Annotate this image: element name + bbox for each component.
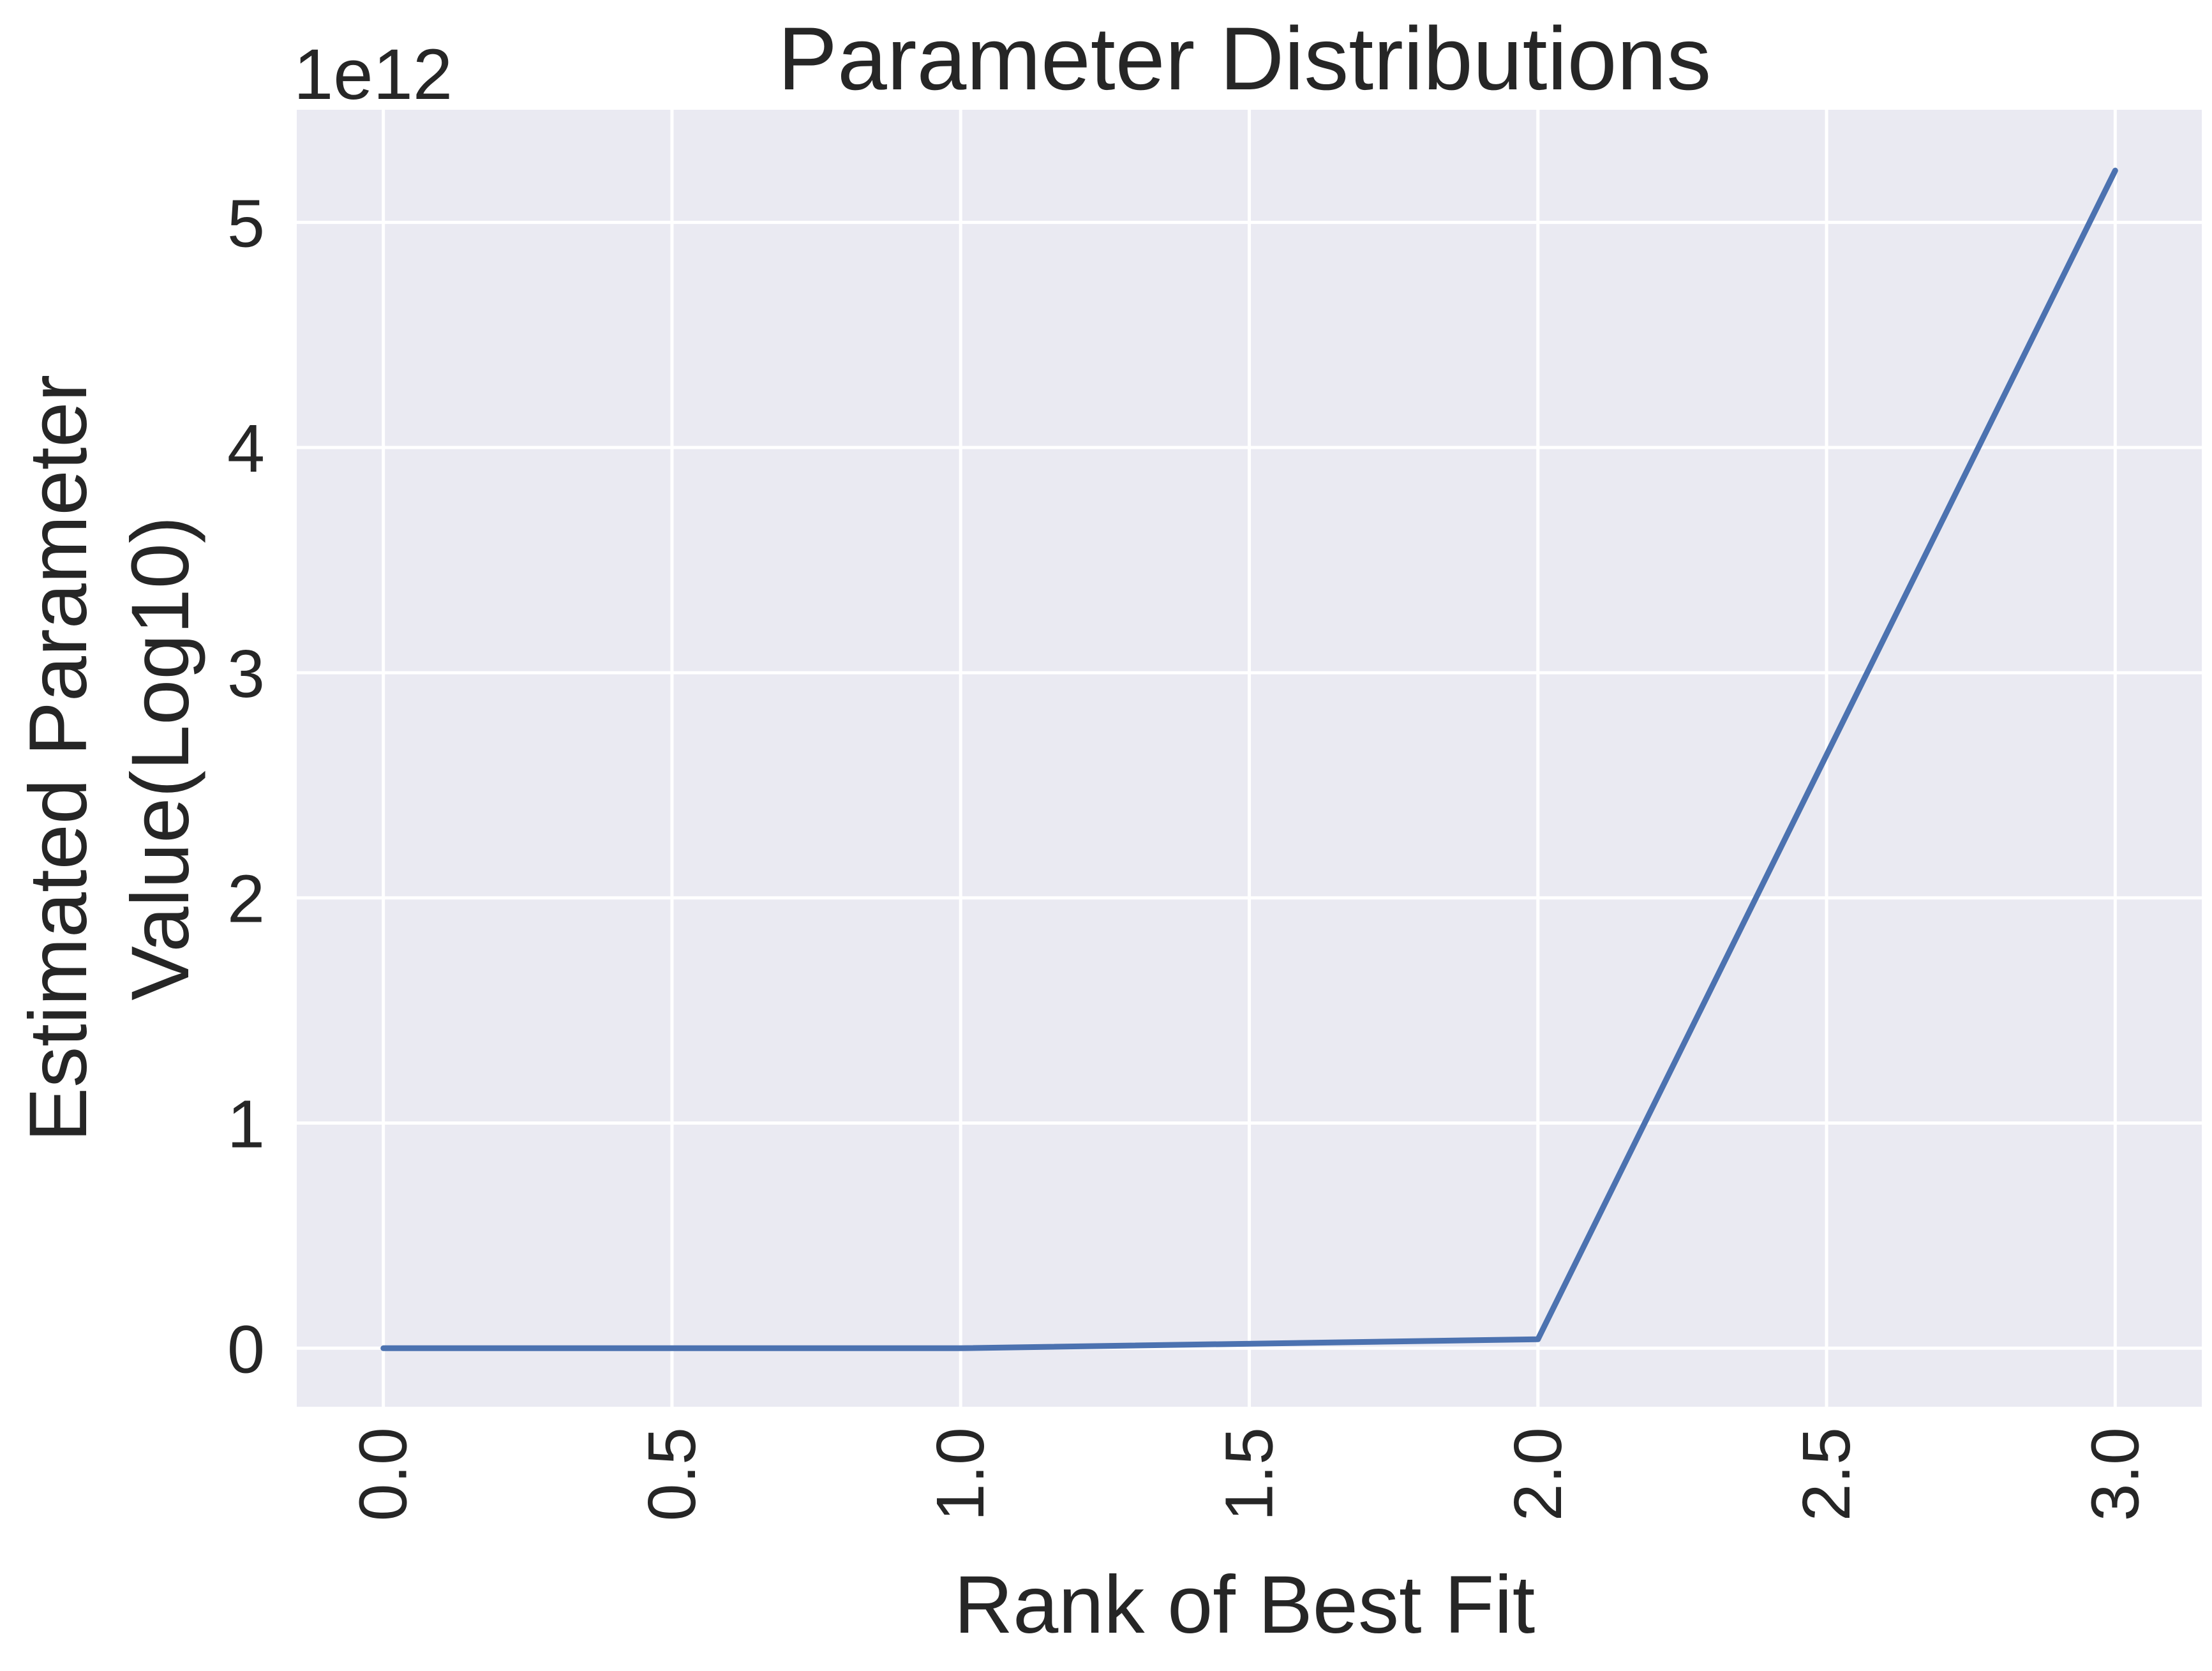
x-tick-label: 1.0 xyxy=(923,1427,998,1521)
x-tick-label: 3.0 xyxy=(2077,1427,2153,1521)
x-tick-label: 2.5 xyxy=(1789,1427,1864,1521)
y-axis-label-line-2: Value(Log10) xyxy=(115,516,206,1000)
x-tick-label: 2.0 xyxy=(1500,1427,1576,1521)
y-tick-label: 1 xyxy=(227,1087,265,1162)
chart-title: Parameter Distributions xyxy=(778,8,1712,109)
x-tick-label: 1.5 xyxy=(1212,1427,1287,1521)
series-layer xyxy=(380,167,2118,1351)
series-line xyxy=(380,167,2118,1351)
y-tick-label: 0 xyxy=(227,1312,265,1387)
y-tick-label: 3 xyxy=(227,636,265,712)
x-tick-labels: 0.0 0.5 1.0 1.5 2.0 2.5 3.0 xyxy=(346,1427,2153,1521)
y-tick-label: 5 xyxy=(227,186,265,261)
y-tick-label: 4 xyxy=(227,411,265,486)
y-tick-label: 2 xyxy=(227,862,265,937)
y-axis-offset-label: 1e12 xyxy=(294,34,452,114)
y-tick-labels: 0 1 2 3 4 5 xyxy=(227,186,265,1387)
x-tick-label: 0.0 xyxy=(346,1427,421,1521)
x-tick-label: 0.5 xyxy=(634,1427,710,1521)
y-axis-label-line-1: Estimated Parameter xyxy=(13,375,104,1142)
x-axis-label: Rank of Best Fit xyxy=(954,1559,1536,1651)
